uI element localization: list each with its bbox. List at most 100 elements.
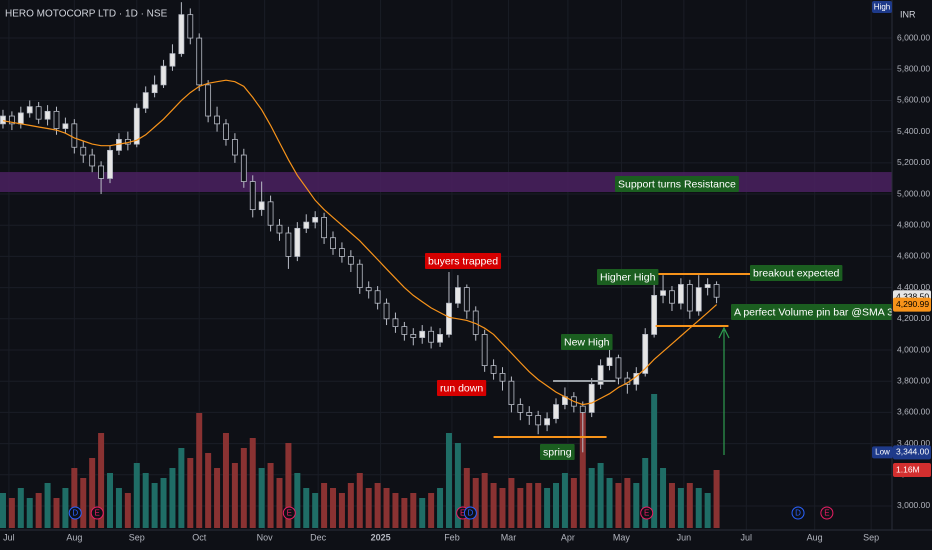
annotation-box xyxy=(597,269,659,285)
volume-bar xyxy=(71,468,78,528)
volume-bar xyxy=(356,473,363,528)
volume-bar xyxy=(222,433,229,528)
volume-bar xyxy=(660,468,667,528)
price-tag: 4,290.99 xyxy=(896,299,929,309)
candle-body xyxy=(62,123,69,129)
price-tag: 4,338.50 xyxy=(896,291,929,301)
volume-bar xyxy=(561,473,568,528)
y-tick-label: 4,600.00 xyxy=(897,251,930,261)
volume-bar xyxy=(526,483,533,528)
volume-bar xyxy=(445,433,452,528)
candle-body xyxy=(44,110,51,120)
volume-bar xyxy=(107,473,114,528)
volume-bar xyxy=(214,468,221,528)
event-label: E xyxy=(644,509,649,518)
volume-bar xyxy=(26,498,33,528)
volume-bar xyxy=(142,473,149,528)
candle-body xyxy=(151,84,158,94)
annotation: run down xyxy=(440,382,483,394)
candle-body xyxy=(98,165,104,179)
y-tick-label: 5,600.00 xyxy=(897,95,930,105)
volume-bar xyxy=(35,493,42,528)
volume-bar xyxy=(62,488,69,528)
volume-bar xyxy=(597,463,604,528)
candle-body xyxy=(490,365,497,374)
candle-body xyxy=(410,334,417,338)
price-tag-box xyxy=(893,297,931,312)
candle-body xyxy=(454,287,461,304)
event-label: D xyxy=(72,509,78,518)
annotation-box xyxy=(540,444,575,460)
volume-bar xyxy=(196,413,203,528)
annotation-box xyxy=(425,253,502,269)
volume-bar xyxy=(0,493,6,528)
low-price-box xyxy=(893,445,931,460)
volume-bar xyxy=(508,478,515,528)
event-marker xyxy=(820,506,834,520)
event-marker xyxy=(282,506,296,520)
volume-layer xyxy=(0,394,720,528)
y-tick-label: 5,800.00 xyxy=(897,64,930,74)
annotation: New High xyxy=(564,336,610,348)
volume-bar xyxy=(294,473,301,528)
volume-bar xyxy=(151,483,158,528)
volume-bar xyxy=(374,483,381,528)
candle-body xyxy=(669,290,675,304)
candle-body xyxy=(463,287,470,312)
volume-bar xyxy=(499,488,506,528)
volume-bar xyxy=(463,468,470,528)
volume-bar xyxy=(481,473,488,528)
x-tick-label: May xyxy=(613,532,631,542)
candle-body xyxy=(240,154,247,182)
candle-body xyxy=(383,302,390,320)
volume-bar xyxy=(472,478,479,528)
volume-bar xyxy=(285,443,292,528)
resistance-zone xyxy=(0,172,892,193)
volume-bar xyxy=(437,488,444,528)
volume-bar xyxy=(642,458,649,528)
candle-body xyxy=(535,415,542,426)
candle-body xyxy=(553,404,559,420)
event-marker xyxy=(640,506,654,520)
candle-body xyxy=(107,149,113,179)
y-tick-label: 3,000.00 xyxy=(897,500,930,510)
x-tick-label: Sep xyxy=(863,532,879,542)
annotation-box xyxy=(750,265,843,281)
candle-body xyxy=(597,365,604,385)
volume-bar xyxy=(276,478,283,528)
candle-layer xyxy=(0,2,720,453)
x-tick-label: 2025 xyxy=(371,532,391,542)
volume-bar xyxy=(169,468,176,528)
candle-body xyxy=(35,106,42,120)
volume-bar xyxy=(419,498,426,528)
candle-body xyxy=(437,334,443,343)
volume-bar xyxy=(401,498,408,528)
annotation: breakout expected xyxy=(753,267,840,279)
candle-body xyxy=(80,146,87,156)
volume-bar xyxy=(517,488,524,528)
candle-body xyxy=(276,224,283,234)
annotation-box xyxy=(615,176,739,192)
y-tick-label: 5,200.00 xyxy=(897,157,930,167)
y-tick-label: 5,400.00 xyxy=(897,126,930,136)
candle-body xyxy=(401,326,408,335)
volume-tag: 1.16M xyxy=(896,464,920,474)
candle-body xyxy=(160,65,167,86)
volume-bar xyxy=(624,478,631,528)
volume-bar xyxy=(321,483,328,528)
x-tick-label: Jun xyxy=(677,532,692,542)
volume-bar xyxy=(544,488,551,528)
candle-body xyxy=(419,330,426,338)
volume-bar xyxy=(695,488,702,528)
candle-body xyxy=(205,84,212,117)
candle-body xyxy=(26,106,33,114)
volume-tag-box xyxy=(893,463,931,477)
event-label: E xyxy=(460,509,465,518)
volume-bar xyxy=(303,488,310,528)
annotation: Support turns Resistance xyxy=(618,178,736,190)
high-tag: High xyxy=(874,3,890,12)
volume-bar xyxy=(579,413,586,528)
volume-bar xyxy=(347,483,354,528)
candle-body xyxy=(428,330,435,343)
